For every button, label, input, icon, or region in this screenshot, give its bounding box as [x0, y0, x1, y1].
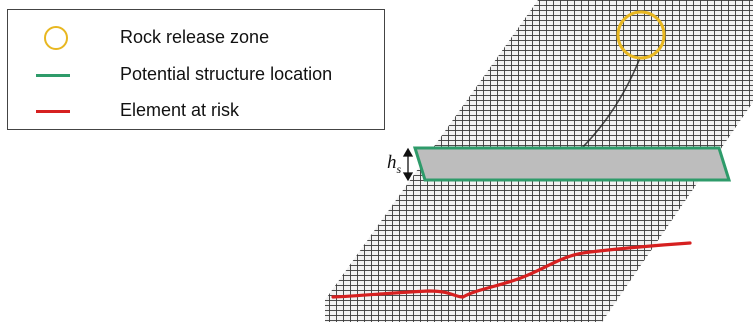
red-line-icon [36, 99, 76, 123]
rock-release-zone-circle [616, 10, 666, 60]
legend-label: Element at risk [120, 100, 240, 120]
legend-item-release-zone: Rock release zone [8, 24, 384, 52]
flow-path-line [579, 57, 641, 151]
structure-height-arrow [402, 147, 414, 182]
green-line-icon [36, 63, 76, 87]
structure-height-label: hs [387, 152, 402, 176]
element-at-risk-line [331, 241, 692, 299]
legend-item-element-at-risk: Element at risk [8, 97, 384, 125]
legend-item-structure: Potential structure location [8, 61, 384, 89]
legend: Rock release zone Potential structure lo… [7, 9, 385, 130]
legend-label: Potential structure location [120, 64, 333, 84]
circle-icon [36, 26, 76, 50]
structure-location-band [412, 146, 732, 182]
legend-label: Rock release zone [120, 27, 270, 47]
